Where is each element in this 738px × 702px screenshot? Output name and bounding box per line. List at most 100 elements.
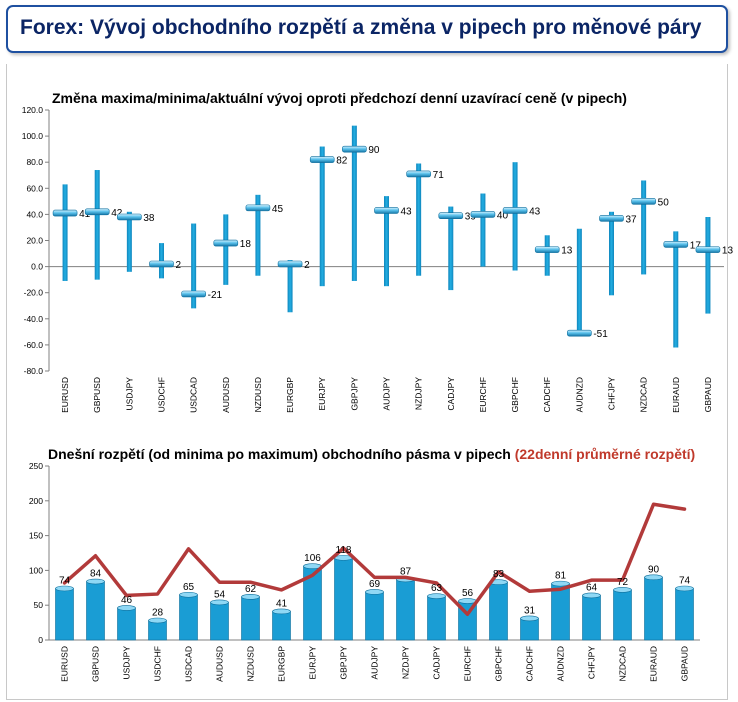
- range-bar: [427, 595, 446, 641]
- range-bar: [351, 125, 357, 281]
- x-category-label: CHFJPY: [607, 377, 617, 410]
- range-bar: [319, 146, 325, 287]
- range-bar: [241, 596, 260, 641]
- bar-value-label: 118: [336, 545, 352, 556]
- bar-top-cap: [148, 617, 167, 624]
- bar-value-label: 74: [59, 575, 71, 586]
- current-marker: [631, 198, 656, 205]
- current-value-label: -51: [593, 329, 608, 340]
- bar-value-label: 41: [276, 598, 288, 609]
- range-bar: [272, 611, 291, 641]
- y-tick-label: -60.0: [24, 340, 44, 350]
- y-tick-label: 50: [34, 600, 44, 610]
- x-category-label: AUDUSD: [215, 646, 225, 682]
- current-value-label: 13: [561, 246, 573, 257]
- current-value-label: 18: [240, 239, 252, 250]
- current-value-label: 37: [626, 214, 638, 225]
- range-bar: [384, 196, 389, 287]
- range-bar: [287, 260, 293, 313]
- x-category-label: EURCHF: [478, 377, 488, 412]
- x-category-label: GBPUSD: [91, 646, 101, 682]
- bar-top-cap: [272, 608, 291, 615]
- bar-top-cap: [427, 593, 446, 599]
- range-bar: [94, 170, 100, 280]
- chart2-title-extra: (22denní průměrné rozpětí): [514, 446, 696, 462]
- range-bar: [365, 591, 384, 641]
- y-tick-label: 80.0: [26, 157, 43, 167]
- page-title: Forex: Vývoj obchodního rozpětí a změna …: [20, 16, 702, 39]
- range-bar: [613, 589, 632, 641]
- range-bar: [480, 193, 486, 267]
- bar-top-cap: [117, 605, 136, 611]
- bar-top-cap: [365, 589, 384, 595]
- current-value-label: 13: [722, 246, 734, 257]
- y-tick-label: -40.0: [24, 314, 44, 324]
- x-category-label: EURAUD: [671, 377, 681, 413]
- current-marker: [52, 209, 78, 217]
- x-category-label: AUDNZD: [556, 646, 566, 681]
- current-marker: [245, 204, 271, 212]
- y-tick-label: 100: [29, 565, 43, 575]
- bar-value-label: 31: [524, 605, 536, 616]
- y-tick-label: 40.0: [26, 209, 43, 219]
- bar-top-cap: [613, 587, 632, 593]
- current-marker: [663, 241, 689, 248]
- current-value-label: 43: [401, 206, 413, 217]
- range-bar: [255, 194, 261, 276]
- range-bar: [448, 206, 454, 291]
- bar-value-label: 56: [462, 588, 474, 599]
- x-category-label: NZDJPY: [401, 646, 411, 679]
- current-marker: [502, 207, 528, 214]
- range-bar: [675, 588, 694, 641]
- range-bar: [223, 214, 229, 285]
- y-tick-label: 120.0: [22, 105, 44, 115]
- range-bar: [191, 223, 197, 309]
- x-category-label: USDJPY: [124, 377, 134, 411]
- range-bar: [641, 180, 647, 275]
- bar-value-label: 81: [555, 571, 567, 582]
- range-bar: [117, 607, 136, 641]
- x-category-label: GBPCHF: [510, 377, 520, 412]
- bar-top-cap: [551, 580, 570, 587]
- range-bar: [148, 620, 167, 641]
- current-marker: [213, 239, 239, 247]
- current-marker: [534, 246, 560, 253]
- y-tick-label: 20.0: [26, 236, 43, 246]
- x-category-label: USDJPY: [122, 646, 132, 680]
- y-tick-label: 150: [29, 531, 43, 541]
- y-tick-label: 200: [29, 496, 43, 506]
- current-marker: [84, 208, 110, 216]
- chart2-title-main: Dnešní rozpětí (od minima po maximum) ob…: [48, 446, 511, 462]
- x-category-label: USDCHF: [157, 377, 167, 412]
- bar-value-label: 64: [586, 582, 598, 593]
- current-value-label: -21: [208, 290, 223, 301]
- range-bar: [544, 235, 550, 276]
- current-marker: [695, 246, 721, 253]
- x-category-label: AUDNZD: [574, 377, 584, 412]
- x-category-label: USDCHF: [153, 646, 163, 681]
- average-range-line: [62, 502, 687, 616]
- range-bar: [416, 163, 422, 276]
- range-bar: [520, 618, 539, 641]
- x-category-label: GBPCHF: [494, 646, 504, 681]
- current-value-label: 45: [272, 204, 284, 215]
- current-value-label: 38: [143, 213, 155, 224]
- current-value-label: 2: [304, 260, 310, 271]
- current-marker: [599, 215, 624, 222]
- range-bar: [126, 211, 132, 272]
- current-marker: [470, 211, 496, 218]
- current-value-label: 82: [336, 156, 348, 167]
- range-bar: [582, 595, 601, 641]
- range-bar: [551, 583, 570, 641]
- bar-value-label: 54: [214, 589, 226, 600]
- header-box: Forex: Vývoj obchodního rozpětí a změna …: [6, 5, 728, 53]
- x-category-label: GBPUSD: [92, 377, 102, 413]
- bar-top-cap: [675, 585, 694, 592]
- current-value-label: 17: [690, 240, 702, 251]
- x-category-label: AUDJPY: [382, 377, 392, 411]
- range-bar: [489, 581, 508, 641]
- current-marker: [149, 260, 174, 268]
- range-bar: [55, 588, 74, 641]
- bar-top-cap: [241, 594, 260, 600]
- current-value-label: 2: [176, 260, 182, 271]
